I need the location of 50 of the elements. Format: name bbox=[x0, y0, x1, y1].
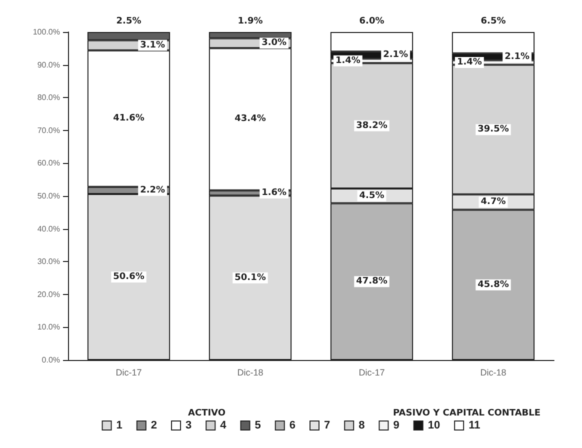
data-label: 50.1% bbox=[234, 272, 266, 283]
legend-label: 11 bbox=[468, 420, 480, 432]
data-label: 1.4% bbox=[456, 58, 482, 68]
y-tick-label: 80.0% bbox=[37, 93, 60, 102]
data-label: 2.1% bbox=[504, 52, 530, 62]
x-tick-label: Dic-17 bbox=[116, 368, 142, 378]
data-label: 2.2% bbox=[140, 185, 166, 196]
y-tick-label: 20.0% bbox=[37, 290, 60, 299]
legend-label: 6 bbox=[289, 420, 296, 432]
data-label: 1.6% bbox=[262, 188, 287, 198]
y-tick-label: 40.0% bbox=[37, 224, 60, 234]
y-tick-label: 70.0% bbox=[37, 126, 60, 135]
text: ACTIVO bbox=[188, 408, 226, 418]
y-tick-label: 10.0% bbox=[37, 322, 60, 332]
legend-label: 7 bbox=[324, 420, 330, 432]
data-label: 4.7% bbox=[480, 197, 506, 208]
legend-label: 4 bbox=[220, 420, 228, 432]
y-tick-label: 60.0% bbox=[37, 158, 60, 168]
data-label: 6.0% bbox=[359, 16, 384, 26]
y-tick-label: 30.0% bbox=[37, 257, 60, 266]
data-label: 50.6% bbox=[113, 272, 144, 282]
text: PASIVO Y CAPITAL CONTABLE bbox=[393, 408, 541, 418]
x-tick-label: Dic-18 bbox=[237, 368, 264, 378]
data-label: 3.0% bbox=[262, 38, 287, 48]
data-label: 4.5% bbox=[359, 190, 384, 201]
data-label: 38.2% bbox=[356, 120, 388, 131]
data-label: 6.5% bbox=[480, 16, 506, 26]
legend-label: 2 bbox=[150, 420, 158, 432]
data-label: 3.1% bbox=[140, 40, 166, 50]
x-tick-label: Dic-17 bbox=[358, 368, 385, 378]
data-label: 43.4% bbox=[234, 114, 266, 124]
y-tick-label: 0.0% bbox=[42, 356, 60, 364]
data-label: 45.8% bbox=[478, 280, 509, 290]
data-label: 2.5% bbox=[116, 16, 142, 26]
data-label: 1.9% bbox=[238, 16, 263, 26]
legend-label: 5 bbox=[254, 420, 261, 432]
y-tick-label: 50.0% bbox=[37, 192, 60, 200]
data-label: 41.6% bbox=[113, 114, 144, 124]
y-tick-label: 90.0% bbox=[37, 60, 60, 70]
x-tick-label: Dic-18 bbox=[480, 368, 506, 378]
data-label: 2.1% bbox=[383, 50, 408, 60]
legend-label: 9 bbox=[393, 420, 400, 432]
legend-label: 8 bbox=[358, 420, 365, 432]
legend-label: 3 bbox=[186, 420, 192, 432]
data-label: 47.8% bbox=[356, 276, 388, 287]
data-label: 39.5% bbox=[478, 124, 509, 135]
legend-label: 1 bbox=[116, 420, 122, 432]
legend-label: 10 bbox=[428, 420, 440, 432]
data-label: 1.4% bbox=[335, 56, 360, 66]
y-tick-label: 100.0% bbox=[32, 28, 60, 36]
